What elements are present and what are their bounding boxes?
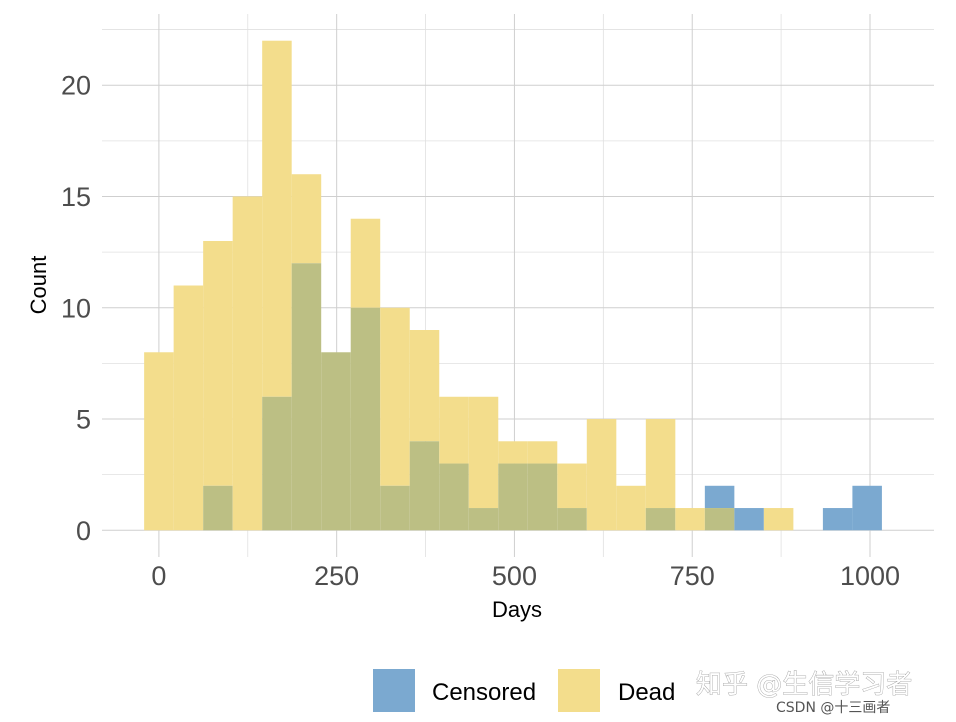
- legend-key-dead: [558, 669, 600, 712]
- x-tick-label: 1000: [840, 561, 900, 591]
- bar-dead: [468, 396, 499, 509]
- bar-overlap: [321, 352, 351, 531]
- x-axis-title: Days: [492, 597, 542, 622]
- bar-censored: [734, 508, 764, 531]
- bar-dead: [439, 396, 469, 464]
- legend-label-censored: Censored: [432, 679, 536, 706]
- x-tick-label: 500: [492, 561, 537, 591]
- bar-overlap: [439, 463, 469, 531]
- bar-overlap: [468, 508, 499, 531]
- watermark: 知乎 @生信学习者 CSDN @十三画者: [696, 670, 913, 716]
- legend-label-dead: Dead: [618, 679, 675, 706]
- bar-dead: [144, 352, 174, 531]
- x-tick-label: 0: [151, 561, 166, 591]
- bar-overlap: [527, 463, 558, 531]
- watermark-main: 知乎 @生信学习者: [696, 670, 912, 700]
- bar-overlap: [704, 508, 735, 531]
- bar-dead: [291, 174, 322, 264]
- bar-dead: [527, 441, 558, 464]
- bar-dead: [616, 485, 646, 531]
- y-tick-label: 5: [76, 405, 91, 435]
- bar-dead: [262, 40, 292, 397]
- bar-dead: [763, 508, 794, 531]
- bar-overlap: [350, 307, 381, 531]
- bar-overlap: [262, 396, 292, 531]
- bar-overlap: [498, 463, 528, 531]
- bar-dead: [557, 463, 587, 509]
- bar-dead: [232, 196, 263, 531]
- y-axis-ticks: 0 5 10 15 20: [61, 71, 91, 546]
- bar-dead: [498, 441, 528, 464]
- histogram-bars: [144, 40, 882, 531]
- bar-dead: [173, 285, 204, 531]
- bar-dead: [645, 419, 676, 509]
- bar-censored: [704, 485, 735, 509]
- y-tick-label: 20: [61, 71, 91, 101]
- x-tick-label: 750: [670, 561, 715, 591]
- y-tick-label: 10: [61, 293, 91, 323]
- bar-dead: [350, 218, 381, 308]
- bar-dead: [675, 508, 705, 531]
- bar-overlap: [557, 508, 587, 531]
- y-tick-label: 15: [61, 182, 91, 212]
- bar-censored: [822, 508, 853, 531]
- bar-dead: [203, 240, 233, 486]
- x-tick-label: 250: [314, 561, 359, 591]
- bar-dead: [409, 330, 440, 442]
- bar-censored: [852, 485, 882, 531]
- y-tick-label: 0: [76, 516, 91, 546]
- bar-overlap: [645, 508, 676, 531]
- bar-overlap: [409, 441, 440, 531]
- bar-dead: [380, 307, 410, 486]
- watermark-sub: CSDN @十三画者: [776, 700, 890, 716]
- bar-overlap: [380, 485, 410, 531]
- legend: Censored Dead: [373, 669, 675, 712]
- bar-overlap: [203, 485, 233, 531]
- legend-key-censored: [373, 669, 415, 712]
- bar-overlap: [291, 263, 322, 531]
- y-axis-title: Count: [26, 256, 51, 315]
- bar-dead: [586, 419, 617, 531]
- x-axis-ticks: 0 250 500 750 1000: [151, 561, 900, 591]
